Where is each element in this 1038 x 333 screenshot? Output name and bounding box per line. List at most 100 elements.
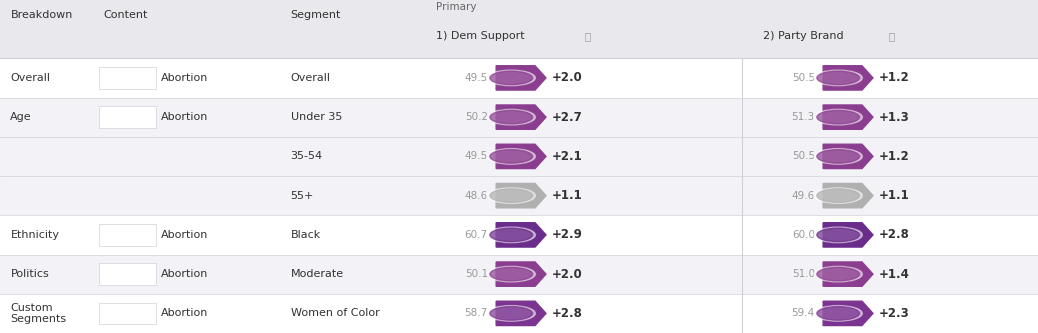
Polygon shape [496,144,546,168]
Text: 60.7: 60.7 [465,230,488,240]
Text: +1.3: +1.3 [879,111,910,124]
Text: Overall: Overall [291,73,331,83]
Circle shape [490,110,532,124]
Polygon shape [496,301,546,326]
Circle shape [490,307,532,320]
Circle shape [817,307,859,320]
Circle shape [487,70,536,86]
Circle shape [817,228,859,242]
Text: ⓘ: ⓘ [889,31,895,41]
Circle shape [814,227,863,243]
Polygon shape [823,105,873,129]
Circle shape [817,110,859,124]
Text: +2.1: +2.1 [552,150,583,163]
Circle shape [814,266,863,282]
Text: Breakdown: Breakdown [10,10,73,20]
Circle shape [490,71,532,85]
Polygon shape [823,183,873,208]
Text: 50.2: 50.2 [465,112,488,122]
Text: 60.0: 60.0 [792,230,815,240]
Text: Politics: Politics [10,269,49,279]
Polygon shape [823,301,873,326]
Text: Abortion: Abortion [161,112,209,122]
Text: +1.2: +1.2 [879,71,910,84]
Text: Abortion: Abortion [161,269,209,279]
Text: Content: Content [104,10,148,20]
Polygon shape [496,66,546,90]
Text: Segment: Segment [291,10,342,20]
Text: 49.5: 49.5 [465,73,488,83]
Text: +2.9: +2.9 [552,228,583,241]
Polygon shape [496,223,546,247]
Text: ⓘ: ⓘ [584,31,591,41]
Polygon shape [823,262,873,286]
Text: +2.0: +2.0 [552,268,583,281]
Text: 48.6: 48.6 [465,190,488,201]
Circle shape [817,150,859,163]
Text: +2.8: +2.8 [879,228,910,241]
Text: 51.3: 51.3 [792,112,815,122]
Text: Ethnicity: Ethnicity [10,230,59,240]
Text: +2.8: +2.8 [552,307,583,320]
Circle shape [817,71,859,85]
Text: 50.1: 50.1 [465,269,488,279]
Text: Age: Age [10,112,32,122]
Polygon shape [496,262,546,286]
Circle shape [814,70,863,86]
Polygon shape [823,144,873,168]
Text: Custom
Segments: Custom Segments [10,303,66,324]
Circle shape [487,227,536,243]
FancyBboxPatch shape [0,254,1038,294]
Polygon shape [496,183,546,208]
Text: +1.1: +1.1 [879,189,910,202]
FancyBboxPatch shape [0,294,1038,333]
Text: +2.0: +2.0 [552,71,583,84]
FancyBboxPatch shape [99,67,156,89]
Text: Abortion: Abortion [161,230,209,240]
Circle shape [487,109,536,125]
Circle shape [814,188,863,203]
Text: 59.4: 59.4 [792,308,815,318]
Text: Women of Color: Women of Color [291,308,380,318]
FancyBboxPatch shape [0,137,1038,176]
Text: +2.3: +2.3 [879,307,910,320]
Text: Moderate: Moderate [291,269,344,279]
Text: Under 35: Under 35 [291,112,342,122]
FancyBboxPatch shape [99,106,156,128]
FancyBboxPatch shape [0,0,1038,58]
Circle shape [487,149,536,164]
Circle shape [490,189,532,202]
Text: 1) Dem Support: 1) Dem Support [436,31,524,41]
Circle shape [490,267,532,281]
Text: 50.5: 50.5 [792,152,815,162]
Text: 51.0: 51.0 [792,269,815,279]
Text: Overall: Overall [10,73,51,83]
Polygon shape [823,223,873,247]
Circle shape [490,150,532,163]
FancyBboxPatch shape [0,58,1038,98]
FancyBboxPatch shape [99,224,156,246]
Circle shape [487,266,536,282]
FancyBboxPatch shape [0,176,1038,215]
Circle shape [814,149,863,164]
Circle shape [817,267,859,281]
Text: 35-54: 35-54 [291,152,323,162]
Circle shape [814,306,863,321]
Text: 2) Party Brand: 2) Party Brand [763,31,844,41]
Circle shape [487,306,536,321]
Text: 58.7: 58.7 [465,308,488,318]
Polygon shape [823,66,873,90]
Text: Primary: Primary [436,2,476,12]
Text: 49.6: 49.6 [792,190,815,201]
Text: 55+: 55+ [291,190,315,201]
Text: 49.5: 49.5 [465,152,488,162]
FancyBboxPatch shape [99,263,156,285]
Text: +1.2: +1.2 [879,150,910,163]
Polygon shape [496,105,546,129]
Text: +2.7: +2.7 [552,111,583,124]
FancyBboxPatch shape [0,215,1038,254]
FancyBboxPatch shape [99,303,156,324]
Text: +1.1: +1.1 [552,189,583,202]
Text: Abortion: Abortion [161,308,209,318]
Circle shape [487,188,536,203]
